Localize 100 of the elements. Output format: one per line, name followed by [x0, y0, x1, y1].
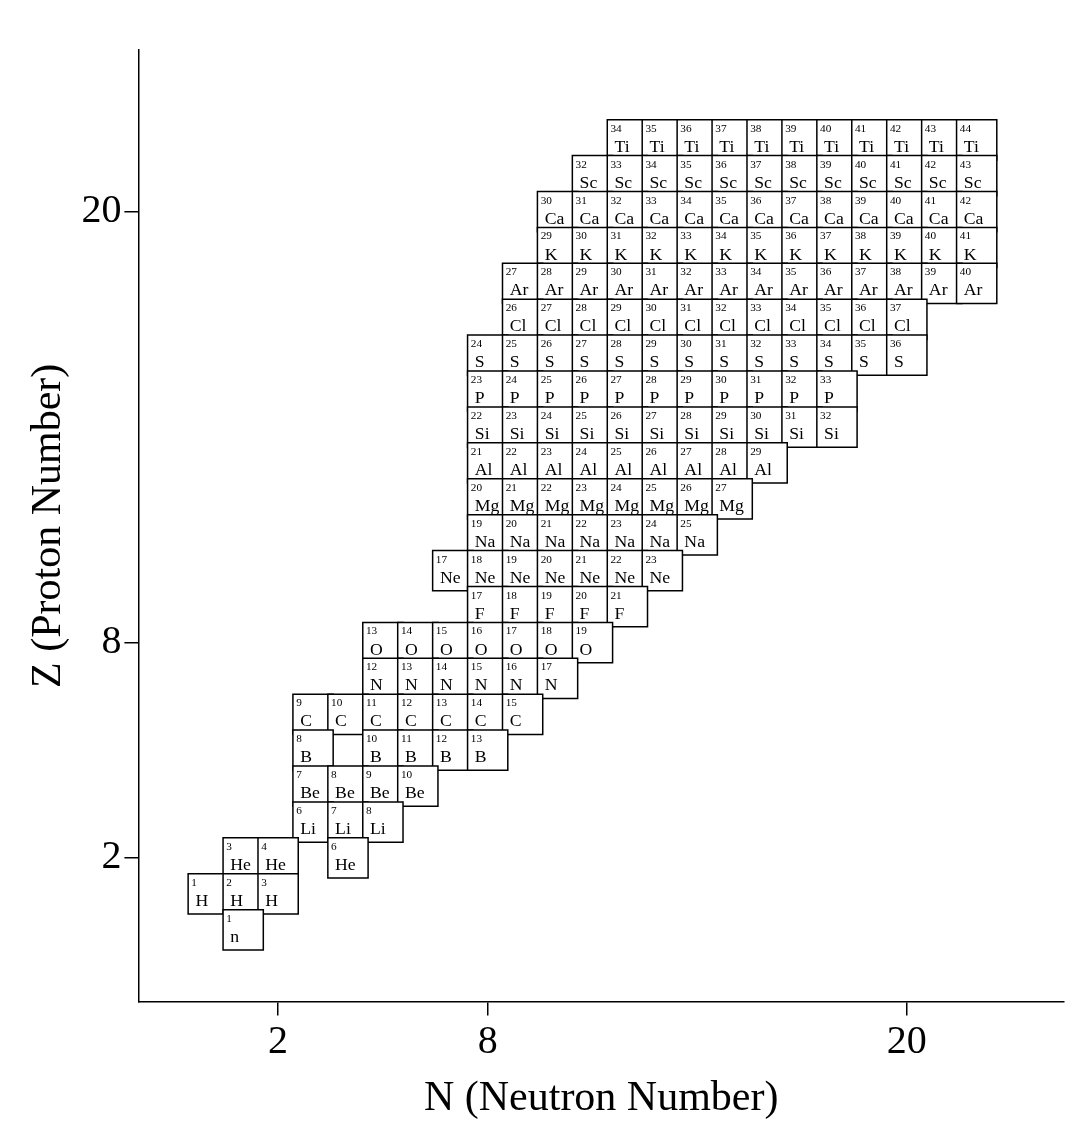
- data-label: 26Cl: [505, 301, 527, 336]
- data-label: 23Al: [540, 444, 563, 480]
- data-label: 32K: [645, 229, 663, 264]
- data-label: 23P: [470, 373, 485, 408]
- data-label: 36Ar: [820, 265, 843, 300]
- data-label: 4He: [261, 839, 287, 875]
- data-label: 26Mg: [680, 480, 710, 515]
- data-label: 35K: [750, 229, 768, 264]
- data-label: 29P: [680, 373, 695, 408]
- data-label: 18F: [505, 588, 520, 623]
- data-label: 3H: [261, 875, 279, 910]
- data-label: 44Ti: [959, 121, 979, 156]
- data-label: 41K: [959, 229, 977, 264]
- data-label: 25Al: [610, 444, 633, 480]
- data-label: 37Cl: [889, 301, 911, 336]
- data-label: 33Ar: [715, 265, 739, 300]
- data-label: 15C: [505, 696, 522, 731]
- data-label: 6Li: [296, 804, 316, 839]
- data-label: 38Ar: [889, 265, 913, 300]
- data-label: 32P: [785, 373, 800, 408]
- data-label: 33Cl: [750, 301, 772, 336]
- data-label: 40Sc: [854, 157, 877, 192]
- data-label: 24Si: [540, 409, 560, 444]
- data-label: 36Ti: [680, 121, 700, 156]
- data-label: 35Ar: [785, 265, 808, 300]
- data-label: 29K: [540, 229, 558, 264]
- data-label: 22Ne: [610, 552, 636, 587]
- data-label: 7Be: [296, 768, 320, 803]
- data-label: 39Sc: [820, 157, 842, 192]
- data-label: 34Ca: [680, 193, 705, 228]
- data-label: 31S: [715, 337, 730, 372]
- data-label: 21Ne: [575, 552, 601, 587]
- data-label: 34S: [820, 337, 834, 372]
- data-label: 32Cl: [715, 301, 737, 336]
- data-label: 37Sc: [750, 157, 773, 192]
- data-label: 37K: [820, 229, 838, 264]
- data-label: 24P: [505, 373, 520, 408]
- data-label: 30Si: [750, 409, 770, 444]
- data-label: 12N: [366, 660, 384, 695]
- data-label: 25S: [505, 337, 520, 372]
- data-label: 43Ti: [924, 121, 945, 156]
- data-label: 17Ne: [435, 552, 461, 587]
- data-label: 31K: [610, 229, 628, 264]
- data-label: 25P: [540, 373, 555, 408]
- data-label: 42Sc: [924, 157, 947, 192]
- data-label: 18Ne: [470, 552, 496, 587]
- x-tick-label: 2: [268, 1017, 289, 1063]
- data-label: 31Cl: [680, 301, 702, 336]
- data-label: 41Sc: [889, 157, 912, 192]
- data-label: 23Na: [610, 516, 636, 551]
- data-label: 40K: [924, 229, 942, 264]
- data-label: 13C: [435, 696, 452, 731]
- data-label: 43Sc: [959, 157, 982, 192]
- data-label: 34Ti: [610, 121, 630, 156]
- data-label: 20Ne: [540, 552, 566, 587]
- data-label: 13B: [470, 732, 487, 767]
- data-label: 9Be: [366, 768, 390, 803]
- data-label: 17O: [505, 624, 523, 659]
- data-label: 23Si: [505, 409, 525, 444]
- data-label: 40Ca: [889, 193, 914, 228]
- data-label: 27Cl: [540, 301, 562, 336]
- data-label: 42Ca: [959, 193, 984, 228]
- data-label: 29Al: [750, 444, 772, 480]
- data-label: 29Cl: [610, 301, 632, 336]
- data-label: 9C: [296, 696, 312, 731]
- data-label: 38K: [854, 229, 873, 264]
- data-label: 32S: [750, 337, 765, 372]
- data-label: 19Ne: [505, 552, 531, 587]
- data-label: 33P: [820, 373, 835, 408]
- data-label: 27Ar: [505, 265, 529, 300]
- data-label: 27Al: [680, 444, 703, 480]
- data-label: 25Si: [575, 409, 595, 444]
- data-label: 37Ti: [715, 121, 735, 156]
- data-label: 32Ca: [610, 193, 635, 228]
- data-label: 8B: [296, 732, 312, 767]
- data-label: 41Ti: [854, 121, 875, 156]
- data-label: 34Cl: [785, 301, 806, 336]
- data-label: 20Na: [505, 516, 531, 551]
- data-label: 39K: [889, 229, 907, 264]
- data-label: 1n: [226, 911, 240, 946]
- data-label: 16O: [470, 624, 488, 659]
- data-label: 20F: [575, 588, 590, 623]
- data-label: 27Si: [645, 409, 665, 444]
- data-label: 17F: [470, 588, 485, 623]
- data-label: 42Ti: [889, 121, 910, 156]
- data-label: 14O: [400, 624, 418, 659]
- y-tick-label: 20: [81, 186, 122, 232]
- data-label: 31Si: [785, 409, 804, 444]
- data-label: 15O: [435, 624, 453, 659]
- data-label: 39Ca: [854, 193, 879, 228]
- data-label: 13N: [400, 660, 418, 695]
- data-label: 22Al: [505, 444, 528, 480]
- data-label: 29Ar: [575, 265, 599, 300]
- data-label: 35S: [854, 337, 869, 372]
- data-label: 32Ar: [680, 265, 704, 300]
- data-label: 3He: [226, 839, 252, 875]
- data-label: 34K: [715, 229, 733, 264]
- data-label: 6He: [331, 839, 356, 875]
- data-label: 24Al: [575, 444, 598, 480]
- y-tick-label: 2: [101, 832, 122, 878]
